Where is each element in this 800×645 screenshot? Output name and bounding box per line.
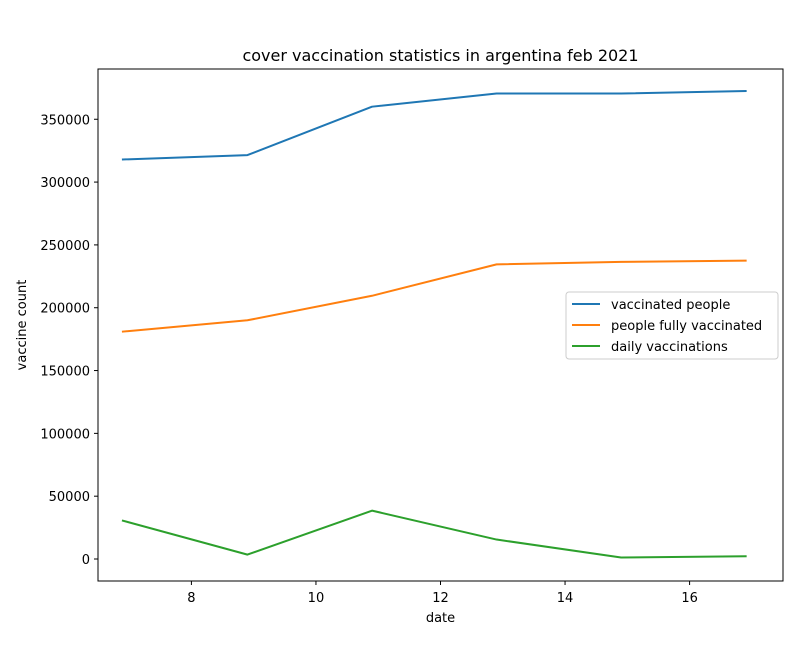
y-tick-label: 200000 [40, 302, 90, 317]
series-line-1 [121, 89, 747, 161]
legend-label: people fully vaccinated [611, 319, 762, 334]
series-lines [121, 89, 747, 559]
y-tick-label: 250000 [40, 239, 90, 254]
y-tick-label: 0 [82, 553, 90, 568]
axes: 8 10 12 14 16 0 50000 100000 150000 200000 250000 3… [40, 68, 784, 606]
x-tick-label: 14 [557, 591, 574, 606]
series-line-2 [121, 259, 747, 333]
x-tick-label: 10 [308, 591, 325, 606]
x-tick-label: 8 [187, 591, 195, 606]
chart-title: cover vaccination statistics in argentin… [242, 46, 638, 65]
y-tick-label: 150000 [40, 365, 90, 380]
x-axis-label: date [426, 611, 455, 626]
legend: vaccinated people people fully vaccinated… [565, 291, 779, 360]
legend-box [565, 291, 779, 360]
legend-label: daily vaccinations [611, 340, 728, 355]
y-tick-label: 100000 [40, 427, 90, 442]
y-axis-label: vaccine count [15, 280, 30, 371]
x-tick-label: 16 [681, 591, 698, 606]
y-tick-label: 300000 [40, 176, 90, 191]
series-line-3 [121, 509, 747, 559]
y-tick-label: 350000 [40, 113, 90, 128]
legend-label: vaccinated people [611, 298, 730, 313]
x-tick-label: 12 [432, 591, 449, 606]
y-tick-label: 50000 [49, 490, 90, 505]
